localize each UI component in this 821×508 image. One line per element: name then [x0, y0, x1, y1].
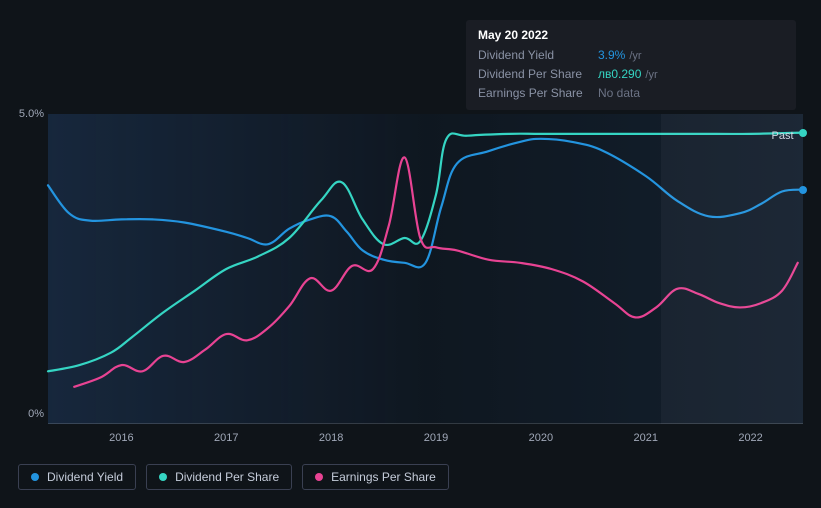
- legend-label: Dividend Per Share: [175, 470, 279, 484]
- chart-svg: [48, 114, 803, 424]
- legend-item-dividend-per-share[interactable]: Dividend Per Share: [146, 464, 292, 490]
- x-axis-label: 2018: [319, 432, 343, 444]
- legend-label: Earnings Per Share: [331, 470, 436, 484]
- chart-tooltip: May 20 2022 Dividend Yield 3.9% /yr Divi…: [466, 20, 796, 110]
- tooltip-row-dividend-yield: Dividend Yield 3.9% /yr: [478, 46, 784, 65]
- past-badge: Past: [772, 130, 794, 142]
- y-axis-label-min: 0%: [4, 408, 44, 420]
- tooltip-unit: /yr: [645, 66, 657, 84]
- tooltip-row-dividend-per-share: Dividend Per Share лв0.290 /yr: [478, 65, 784, 84]
- chart-plot-area[interactable]: [48, 114, 803, 424]
- tooltip-unit: /yr: [629, 47, 641, 65]
- tooltip-value: лв0.290: [598, 65, 641, 83]
- chart-legend: Dividend Yield Dividend Per Share Earnin…: [18, 464, 449, 490]
- x-axis-label: 2022: [738, 432, 762, 444]
- legend-dot-icon: [159, 473, 167, 481]
- tooltip-value: 3.9%: [598, 46, 625, 64]
- tooltip-value: No data: [598, 84, 640, 102]
- legend-item-dividend-yield[interactable]: Dividend Yield: [18, 464, 136, 490]
- legend-dot-icon: [315, 473, 323, 481]
- y-axis-label-max: 5.0%: [4, 108, 44, 120]
- legend-item-earnings-per-share[interactable]: Earnings Per Share: [302, 464, 449, 490]
- series-marker-dividend-yield: [799, 186, 807, 194]
- legend-label: Dividend Yield: [47, 470, 123, 484]
- tooltip-label: Earnings Per Share: [478, 84, 598, 102]
- tooltip-row-earnings-per-share: Earnings Per Share No data: [478, 84, 784, 102]
- tooltip-label: Dividend Yield: [478, 46, 598, 64]
- tooltip-label: Dividend Per Share: [478, 65, 598, 83]
- legend-dot-icon: [31, 473, 39, 481]
- series-marker-dividend-per-share: [799, 129, 807, 137]
- tooltip-date: May 20 2022: [478, 28, 784, 42]
- x-axis-label: 2020: [529, 432, 553, 444]
- x-axis-label: 2017: [214, 432, 238, 444]
- x-axis-label: 2016: [109, 432, 133, 444]
- x-axis-label: 2021: [633, 432, 657, 444]
- x-axis-label: 2019: [424, 432, 448, 444]
